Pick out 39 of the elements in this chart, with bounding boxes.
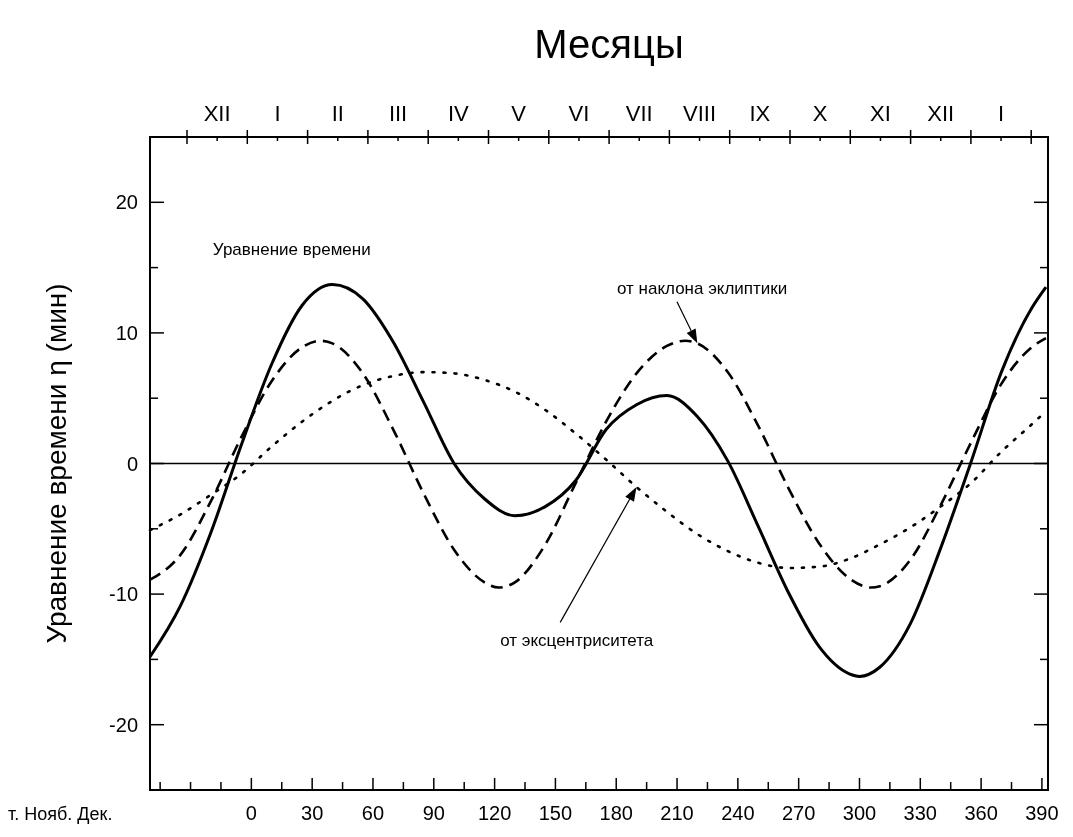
- x-tick-label: 240: [721, 802, 755, 824]
- x-tick-label: 150: [538, 802, 573, 824]
- text: VI: [568, 101, 590, 126]
- x-tick-label: 120: [477, 802, 512, 824]
- text: XI: [870, 101, 891, 126]
- text: X: [812, 101, 828, 126]
- x-tick-label: 360: [964, 802, 998, 824]
- y-tick-label: 0: [126, 452, 138, 475]
- text: от эксцентриситета: [500, 631, 654, 651]
- text: VIII: [683, 101, 717, 126]
- text: VII: [625, 101, 653, 126]
- x-tick-label: 330: [903, 802, 937, 824]
- text: XII: [203, 101, 231, 126]
- text: Уравнение времени: [212, 239, 371, 259]
- text: I: [997, 101, 1005, 126]
- text: V: [511, 101, 527, 126]
- x-tick-label: 0: [245, 802, 257, 824]
- text: XII: [927, 101, 955, 126]
- x-tick-label: 90: [422, 802, 445, 824]
- x-tick-label: 210: [660, 802, 694, 824]
- x-tick-label: 60: [361, 802, 385, 824]
- y-tick-label: -20: [109, 713, 138, 736]
- x-tick-label: 180: [599, 802, 633, 824]
- text: II: [331, 101, 344, 126]
- y-axis-title: Уравнение времени η (мин): [41, 283, 72, 644]
- x2-axis-title: Месяцы: [534, 22, 684, 66]
- y-tick-label: -10: [109, 583, 138, 606]
- text: IV: [447, 101, 470, 126]
- text: IX: [749, 101, 771, 126]
- x-tick-label: 30: [301, 802, 324, 824]
- y-tick-label: 10: [115, 321, 138, 344]
- text: III: [388, 101, 408, 126]
- y-tick-label: 20: [115, 191, 138, 214]
- x-tick-label: 270: [781, 802, 816, 824]
- x-tick-label: 390: [1025, 802, 1059, 824]
- x-tick-label: 300: [842, 802, 877, 824]
- text: I: [274, 101, 281, 126]
- text: т. Нояб. Дек.: [8, 804, 113, 824]
- text: от наклона эклиптики: [616, 278, 788, 298]
